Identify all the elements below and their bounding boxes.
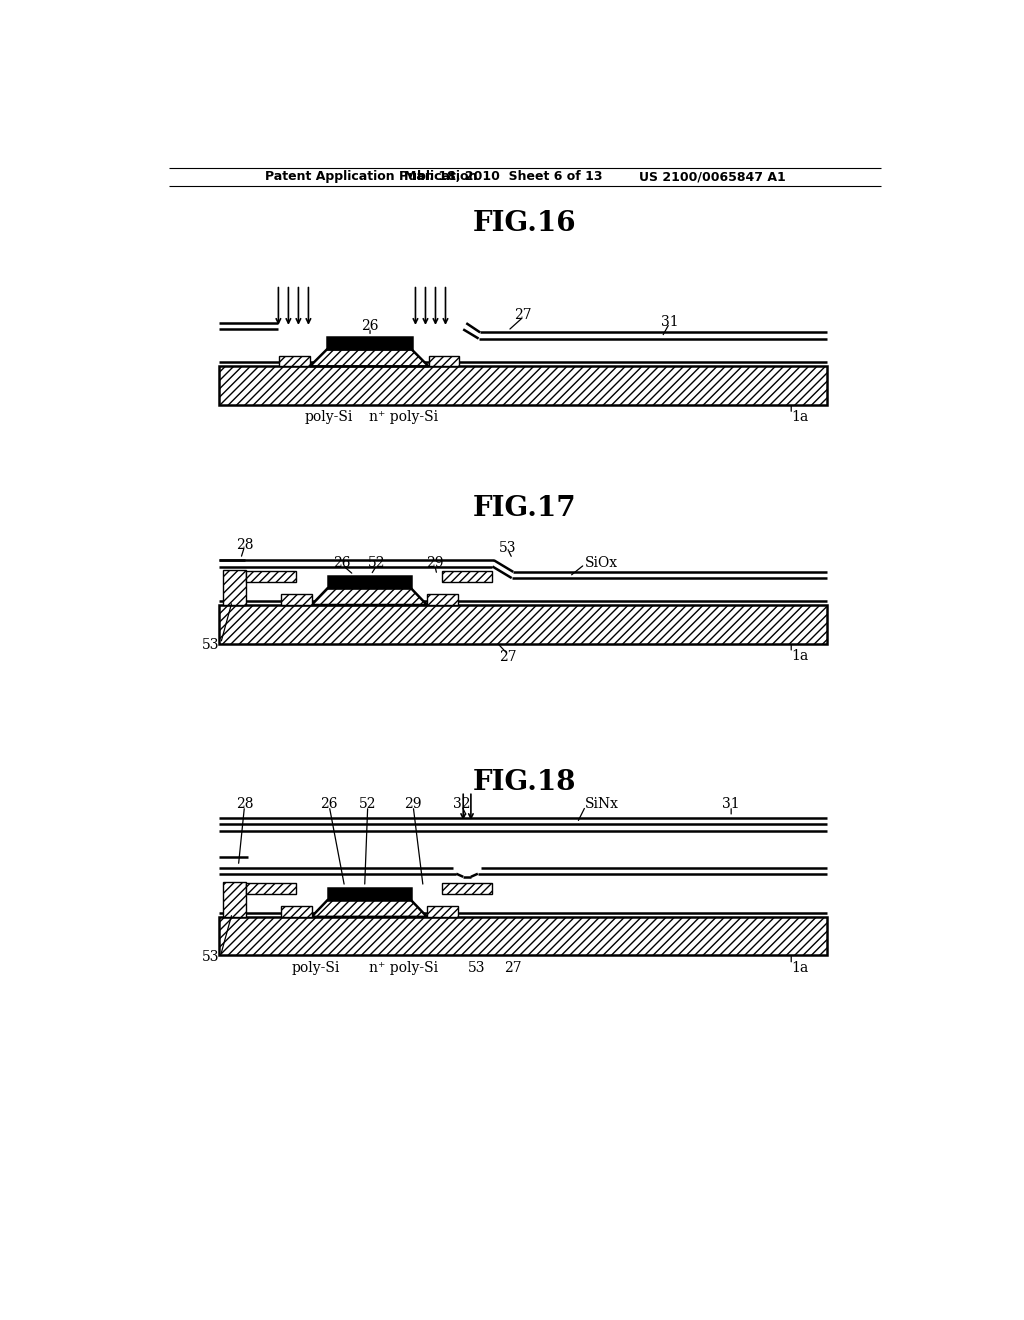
Polygon shape xyxy=(311,589,427,605)
Polygon shape xyxy=(311,900,427,917)
Bar xyxy=(427,594,458,605)
Text: n⁺ poly-Si: n⁺ poly-Si xyxy=(370,961,438,974)
Text: SiNx: SiNx xyxy=(585,797,618,812)
Bar xyxy=(327,337,412,350)
Bar xyxy=(427,906,458,917)
Text: 53: 53 xyxy=(202,638,219,652)
Text: 1a: 1a xyxy=(792,411,809,424)
Bar xyxy=(442,572,493,582)
Text: 27: 27 xyxy=(514,309,532,322)
Bar xyxy=(219,605,827,644)
Text: 29: 29 xyxy=(426,557,443,570)
Text: 53: 53 xyxy=(499,541,517,554)
Text: 26: 26 xyxy=(321,797,338,812)
Text: poly-Si: poly-Si xyxy=(291,961,340,974)
Bar xyxy=(219,917,827,956)
Text: 26: 26 xyxy=(334,557,351,570)
Text: Patent Application Publication: Patent Application Publication xyxy=(265,170,477,183)
Bar xyxy=(328,576,411,589)
Text: 31: 31 xyxy=(660,314,678,329)
Bar xyxy=(281,594,311,605)
Text: FIG.16: FIG.16 xyxy=(473,210,577,238)
Text: 28: 28 xyxy=(236,797,253,812)
Text: 1a: 1a xyxy=(792,649,809,663)
Bar xyxy=(246,883,296,894)
Bar xyxy=(223,882,246,917)
Text: 53: 53 xyxy=(202,950,219,964)
Text: 29: 29 xyxy=(404,797,422,812)
Bar xyxy=(281,906,311,917)
Text: 1a: 1a xyxy=(792,961,809,974)
Text: 26: 26 xyxy=(361,319,379,333)
Text: 28: 28 xyxy=(236,539,253,552)
Text: Mar. 18, 2010  Sheet 6 of 13: Mar. 18, 2010 Sheet 6 of 13 xyxy=(403,170,602,183)
Bar xyxy=(246,572,296,582)
Text: 31: 31 xyxy=(722,797,740,812)
Text: US 2100/0065847 A1: US 2100/0065847 A1 xyxy=(639,170,785,183)
Bar xyxy=(442,883,493,894)
Text: 53: 53 xyxy=(468,961,485,974)
Text: FIG.18: FIG.18 xyxy=(473,768,577,796)
Text: n⁺ poly-Si: n⁺ poly-Si xyxy=(370,411,438,424)
Text: 27: 27 xyxy=(504,961,521,974)
Bar xyxy=(429,355,460,367)
Text: poly-Si: poly-Si xyxy=(305,411,353,424)
Text: 52: 52 xyxy=(369,557,386,570)
Bar xyxy=(280,355,310,367)
Bar xyxy=(328,887,411,900)
Text: 27: 27 xyxy=(499,651,517,664)
Bar xyxy=(219,367,827,405)
Bar xyxy=(223,570,246,605)
Text: 32: 32 xyxy=(453,797,470,812)
Text: SiOx: SiOx xyxy=(585,556,618,570)
Polygon shape xyxy=(310,350,429,367)
Text: FIG.17: FIG.17 xyxy=(473,495,577,523)
Text: 52: 52 xyxy=(359,797,377,812)
